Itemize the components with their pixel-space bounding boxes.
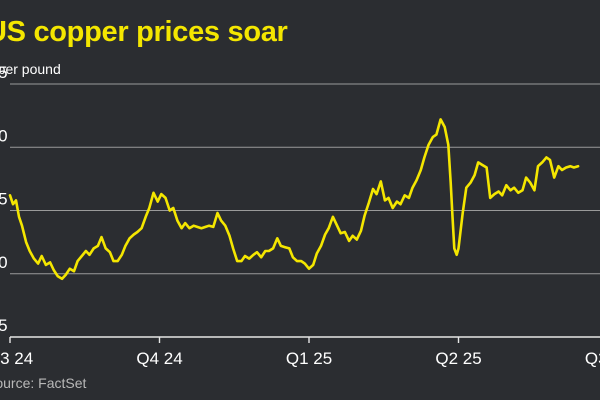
y-tick-label: 4.5 (0, 190, 8, 209)
grid-lines (10, 83, 600, 338)
x-tick-label: Q1 25 (286, 349, 332, 368)
chart-subtitle: $ per pound (0, 61, 61, 77)
axis-ticks: 3.5 4.0 4.5 5.0 5.5 Q3 24 Q4 24 Q1 25 Q2 25 Q3 25 (0, 63, 600, 368)
x-tick-label: Q4 24 (136, 349, 182, 368)
y-tick-label: 3.5 (0, 316, 8, 335)
x-tick-label: Q3 25 (585, 349, 600, 368)
x-tick-label: Q3 24 (0, 349, 33, 368)
x-tick-label: Q2 25 (435, 349, 481, 368)
copper-price-line (8, 118, 580, 281)
y-tick-label: 4.0 (0, 253, 8, 272)
y-tick-label: 5.5 (0, 63, 8, 82)
chart-title: US copper prices soar (0, 16, 288, 48)
y-tick-label: 5.0 (0, 126, 8, 145)
series-lines (8, 118, 580, 281)
source-note: Source: FactSet (0, 375, 87, 391)
